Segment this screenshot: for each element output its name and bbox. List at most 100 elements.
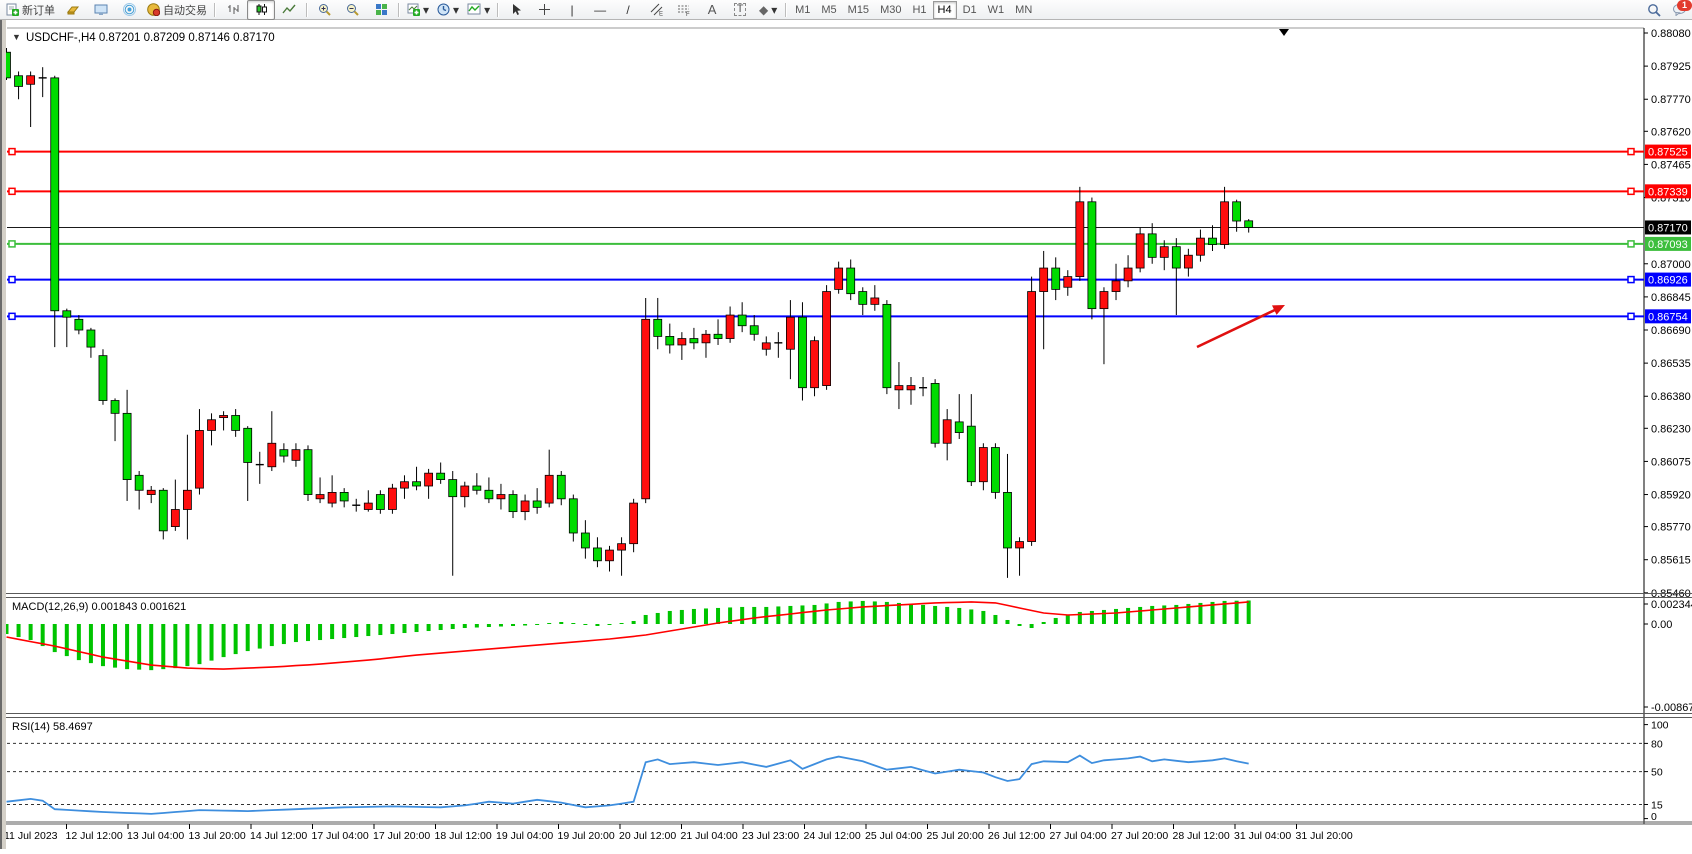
search-button[interactable] [1640, 0, 1668, 20]
zoom-in-icon [318, 3, 332, 16]
svg-text:0.87093: 0.87093 [1648, 239, 1688, 251]
window-left-frame [2, 20, 6, 849]
svg-text:0.86926: 0.86926 [1648, 275, 1688, 287]
timeframe-H4[interactable]: H4 [933, 1, 957, 19]
indicators-button[interactable]: ▾ [463, 0, 494, 20]
symbol-menu-arrow[interactable]: ▼ [12, 32, 21, 42]
svg-text:0.86754: 0.86754 [1648, 311, 1688, 323]
vertical-line-tool-button[interactable]: | [558, 0, 586, 20]
channel-tool-button[interactable]: E [642, 0, 670, 20]
svg-text:0.87170: 0.87170 [1648, 222, 1688, 234]
svg-text:0.86075: 0.86075 [1651, 456, 1691, 468]
zoom-in-button[interactable] [311, 0, 339, 20]
label-tool-button[interactable]: T [726, 0, 754, 20]
vertical-line-icon: | [571, 4, 574, 16]
profiles-button[interactable]: ▾ [433, 0, 463, 20]
svg-text:19 Jul 04:00: 19 Jul 04:00 [496, 830, 553, 842]
templates-button[interactable] [59, 0, 87, 20]
text-tool-icon: A [708, 3, 717, 16]
trendline-icon: / [626, 4, 629, 16]
crosshair-tool-button[interactable] [530, 0, 558, 20]
svg-text:0.87525: 0.87525 [1648, 147, 1688, 159]
line-chart-icon [282, 3, 296, 16]
horizontal-line-tool-button[interactable]: — [586, 0, 614, 20]
templates-icon [66, 4, 80, 16]
svg-text:80: 80 [1651, 738, 1663, 750]
svg-text:0.87000: 0.87000 [1651, 259, 1691, 271]
shapes-icon: ◆ [759, 4, 768, 16]
shapes-tool-button[interactable]: ◆ ▾ [754, 0, 782, 20]
svg-text:25 Jul 04:00: 25 Jul 04:00 [865, 830, 922, 842]
trendline-tool-button[interactable]: / [614, 0, 642, 20]
svg-text:0.86845: 0.86845 [1651, 292, 1691, 304]
cursor-icon [510, 3, 522, 16]
svg-text:F: F [686, 12, 690, 16]
horizontal-line-icon: — [594, 4, 606, 16]
svg-text:12 Jul 12:00: 12 Jul 12:00 [66, 830, 123, 842]
svg-text:14 Jul 12:00: 14 Jul 12:00 [250, 830, 307, 842]
tile-windows-icon [375, 3, 388, 16]
notification-badge: 1 [1677, 0, 1692, 11]
fibonacci-tool-button[interactable]: F [670, 0, 698, 20]
svg-text:0.002344: 0.002344 [1651, 599, 1692, 611]
svg-text:13 Jul 04:00: 13 Jul 04:00 [127, 830, 184, 842]
new-chart-icon [407, 3, 420, 16]
candlestick-chart-icon [255, 3, 268, 16]
line-chart-button[interactable] [275, 0, 303, 20]
toolbar: 新订单 自动交易 ▾ ▾ ▾ [0, 0, 1692, 20]
new-chart-button[interactable]: ▾ [403, 0, 433, 20]
svg-text:23 Jul 23:00: 23 Jul 23:00 [742, 830, 799, 842]
separator [214, 3, 216, 17]
bar-chart-button[interactable] [219, 0, 247, 20]
signals-button[interactable] [115, 0, 143, 20]
svg-text:0.86690: 0.86690 [1651, 325, 1691, 337]
caret-down-icon: ▾ [453, 4, 459, 16]
timeframe-M30[interactable]: M30 [875, 1, 906, 19]
zoom-out-button[interactable] [339, 0, 367, 20]
macd-panel[interactable]: MACD(12,26,9) 0.001843 0.001621 0.002344 0… [5, 599, 1692, 714]
separator [785, 3, 787, 17]
svg-text:0.85920: 0.85920 [1651, 490, 1691, 502]
svg-text:17 Jul 20:00: 17 Jul 20:00 [373, 830, 430, 842]
cursor-tool-button[interactable] [502, 0, 530, 20]
autotrading-button[interactable]: 自动交易 [143, 0, 211, 20]
svg-text:0.87465: 0.87465 [1651, 159, 1691, 171]
text-tool-button[interactable]: A [698, 0, 726, 20]
zoom-out-icon [346, 3, 360, 16]
svg-text:0.00: 0.00 [1651, 619, 1672, 631]
svg-text:17 Jul 04:00: 17 Jul 04:00 [312, 830, 369, 842]
price-chart[interactable]: 0.880800.879250.877700.876200.874650.873… [0, 20, 1692, 849]
svg-text:0.86380: 0.86380 [1651, 391, 1691, 403]
candlestick-chart-button[interactable] [247, 0, 275, 20]
timeframe-M15[interactable]: M15 [843, 1, 874, 19]
timeframe-H1[interactable]: H1 [907, 1, 931, 19]
separator [497, 3, 499, 17]
timeframe-M1[interactable]: M1 [790, 1, 815, 19]
timeframe-D1[interactable]: D1 [958, 1, 982, 19]
svg-text:28 Jul 12:00: 28 Jul 12:00 [1173, 830, 1230, 842]
svg-text:18 Jul 12:00: 18 Jul 12:00 [435, 830, 492, 842]
price-axis[interactable]: 0.880800.879250.877700.876200.874650.873… [1644, 28, 1691, 600]
new-order-icon [6, 3, 19, 16]
timeframe-MN[interactable]: MN [1010, 1, 1037, 19]
indicators-icon [467, 3, 481, 16]
svg-text:0: 0 [1651, 811, 1657, 823]
tile-windows-button[interactable] [367, 0, 395, 20]
svg-text:0.85770: 0.85770 [1651, 522, 1691, 534]
terminal-button[interactable] [87, 0, 115, 20]
svg-text:-0.00867: -0.00867 [1651, 702, 1692, 714]
new-order-button[interactable]: 新订单 [2, 0, 59, 20]
arrow-annotation[interactable] [1197, 305, 1285, 347]
svg-text:0.86535: 0.86535 [1651, 358, 1691, 370]
timeframe-W1[interactable]: W1 [983, 1, 1010, 19]
notifications-button[interactable]: 1 [1668, 1, 1690, 19]
separator [398, 3, 400, 17]
macd-label: MACD(12,26,9) 0.001843 0.001621 [12, 601, 186, 613]
timeframe-M5[interactable]: M5 [816, 1, 841, 19]
chart-shift-marker[interactable] [1279, 29, 1289, 36]
caret-down-icon: ▾ [484, 4, 490, 16]
